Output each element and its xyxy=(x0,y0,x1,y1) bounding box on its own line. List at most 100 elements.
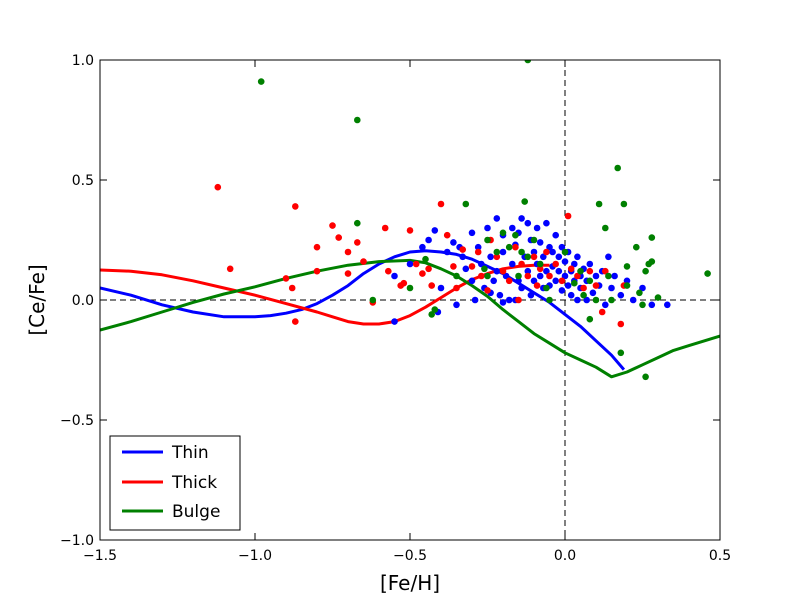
point-thin-stars xyxy=(555,267,563,275)
point-bulge-stars xyxy=(428,311,436,318)
point-thick-stars xyxy=(533,282,541,289)
point-thin-stars xyxy=(530,248,538,256)
point-thick-stars xyxy=(412,260,420,268)
point-thick-stars xyxy=(524,272,532,280)
point-thick-stars xyxy=(536,265,544,273)
point-bulge-stars xyxy=(639,301,646,309)
point-thick-stars xyxy=(385,267,392,275)
point-thin-stars xyxy=(533,224,541,232)
point-thick-stars xyxy=(381,224,389,232)
series-line-thin xyxy=(100,249,626,371)
y-tick-label: 0.5 xyxy=(72,173,94,189)
point-thin-stars xyxy=(474,243,482,251)
point-thick-stars xyxy=(558,277,566,285)
point-bulge-stars xyxy=(561,248,569,256)
point-bulge-stars xyxy=(623,263,631,270)
point-bulge-stars xyxy=(518,248,525,256)
point-thin-stars xyxy=(478,260,485,268)
legend-bulge-label: Bulge xyxy=(172,502,220,522)
point-bulge-stars xyxy=(484,272,491,280)
point-bulge-stars xyxy=(512,231,519,239)
point-thick-stars xyxy=(419,270,426,277)
point-thin-stars xyxy=(443,248,451,256)
y-tick-label: −1.0 xyxy=(60,533,94,549)
point-thin-stars xyxy=(431,227,439,234)
point-thin-stars xyxy=(608,284,615,292)
point-bulge-stars xyxy=(633,243,640,251)
point-thick-stars xyxy=(344,248,352,256)
point-thin-stars xyxy=(468,277,476,285)
point-thin-stars xyxy=(496,291,504,299)
x-tick-label: −0.5 xyxy=(393,548,427,564)
point-thick-stars xyxy=(567,265,575,273)
point-thick-stars xyxy=(226,265,234,273)
point-bulge-stars xyxy=(369,296,377,304)
point-thick-stars xyxy=(354,239,361,246)
point-bulge-stars xyxy=(493,248,501,256)
point-bulge-stars xyxy=(521,198,528,205)
point-thin-stars xyxy=(592,272,600,280)
point-thick-stars xyxy=(617,320,625,328)
point-thin-stars xyxy=(571,260,578,268)
point-bulge-stars xyxy=(704,270,711,277)
point-thick-stars xyxy=(292,203,299,210)
point-bulge-stars xyxy=(602,224,609,232)
point-bulge-stars xyxy=(614,164,621,172)
point-thin-stars xyxy=(499,248,507,256)
point-bulge-stars xyxy=(636,289,643,297)
point-thick-stars xyxy=(474,248,482,256)
legend-thin-label: Thin xyxy=(171,443,209,463)
point-thick-stars xyxy=(546,272,553,280)
point-thin-stars xyxy=(462,265,470,273)
point-thin-stars xyxy=(586,260,594,268)
point-thick-stars xyxy=(543,248,550,256)
point-thin-stars xyxy=(623,277,631,285)
point-thin-stars xyxy=(617,291,625,299)
point-bulge-stars xyxy=(577,267,584,275)
point-thick-stars xyxy=(453,284,460,292)
point-bulge-stars xyxy=(586,277,594,285)
point-bulge-stars xyxy=(536,260,544,268)
point-bulge-stars xyxy=(595,200,603,208)
point-thin-stars xyxy=(648,301,656,309)
point-thick-stars xyxy=(499,267,507,275)
point-thin-stars xyxy=(558,243,566,251)
point-thick-stars xyxy=(282,275,290,282)
point-thin-stars xyxy=(530,277,538,285)
point-thin-stars xyxy=(509,260,516,268)
point-bulge-stars xyxy=(431,306,439,313)
y-tick-label: 0.0 xyxy=(72,293,94,309)
point-thin-stars xyxy=(605,253,612,261)
point-thin-stars xyxy=(505,296,513,304)
point-bulge-stars xyxy=(524,60,532,64)
point-thin-stars xyxy=(611,272,618,280)
point-bulge-stars xyxy=(620,200,628,208)
point-thick-stars xyxy=(329,222,336,229)
point-thin-stars xyxy=(453,301,460,309)
point-bulge-stars xyxy=(608,296,615,304)
point-thin-stars xyxy=(540,253,547,261)
point-thick-stars xyxy=(586,267,594,275)
point-thin-stars xyxy=(425,236,432,244)
point-thin-stars xyxy=(509,224,516,232)
point-thin-stars xyxy=(555,253,563,261)
point-bulge-stars xyxy=(524,253,532,261)
point-thick-stars xyxy=(360,258,367,265)
point-thin-stars xyxy=(664,301,671,309)
point-thick-stars xyxy=(552,260,559,268)
point-bulge-stars xyxy=(462,200,470,208)
point-thin-stars xyxy=(536,239,544,246)
point-thick-stars xyxy=(459,246,467,253)
point-bulge-stars xyxy=(592,296,600,304)
point-thin-stars xyxy=(602,301,609,309)
point-thin-stars xyxy=(468,229,476,237)
point-thick-stars xyxy=(450,263,457,270)
point-bulge-stars xyxy=(530,236,538,244)
point-thick-stars xyxy=(602,267,609,275)
point-bulge-stars xyxy=(406,284,414,292)
point-thin-stars xyxy=(391,318,398,325)
point-bulge-stars xyxy=(422,255,429,263)
point-bulge-stars xyxy=(354,116,361,124)
point-thick-stars xyxy=(530,253,538,261)
